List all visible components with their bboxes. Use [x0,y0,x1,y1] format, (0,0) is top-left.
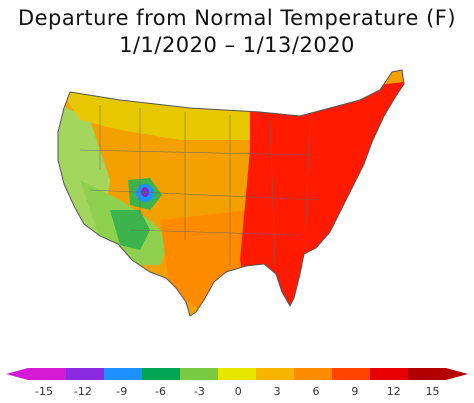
legend-tick-label: 3 [274,385,281,398]
legend-arrow-cold [6,368,28,380]
legend-arrow-warm [446,368,468,380]
legend-tick-label: -12 [74,385,92,398]
temperature-legend: -15 -12 -9 -6 -3 0 3 6 9 12 15 [6,368,468,398]
legend-swatch [408,368,447,380]
us-outline [57,69,405,317]
map-title: Departure from Normal Temperature (F) [17,6,457,30]
legend-swatches [28,368,447,380]
legend-tick-label: 0 [235,385,242,398]
legend-tick-label: -3 [194,385,205,398]
legend-swatch [28,368,67,380]
legend-tick-label: 15 [426,385,440,398]
legend-ticks: -15 -12 -9 -6 -3 0 3 6 9 12 15 [35,385,440,398]
cold-core-center [141,187,149,197]
legend-tick-label: -15 [35,385,53,398]
legend-tick-label: 6 [313,385,320,398]
florida-warm-region [300,250,350,316]
legend-swatch [66,368,105,380]
legend-swatch [142,368,181,380]
legend-tick-label: 9 [351,385,358,398]
legend-swatch [332,368,371,380]
legend-swatch [104,368,143,380]
legend-swatch [294,368,333,380]
eastern-warm-region [240,80,404,316]
legend-swatch [218,368,257,380]
legend-swatch [180,368,219,380]
state-borders [79,105,321,266]
map-date-range: 1/1/2020 – 1/13/2020 [119,33,355,57]
legend-swatch [370,368,409,380]
legend-tick-label: -9 [116,385,127,398]
legend-tick-label: -6 [155,385,166,398]
legend-swatch [256,368,295,380]
us-temperature-map [57,69,405,317]
legend-tick-label: 12 [387,385,401,398]
